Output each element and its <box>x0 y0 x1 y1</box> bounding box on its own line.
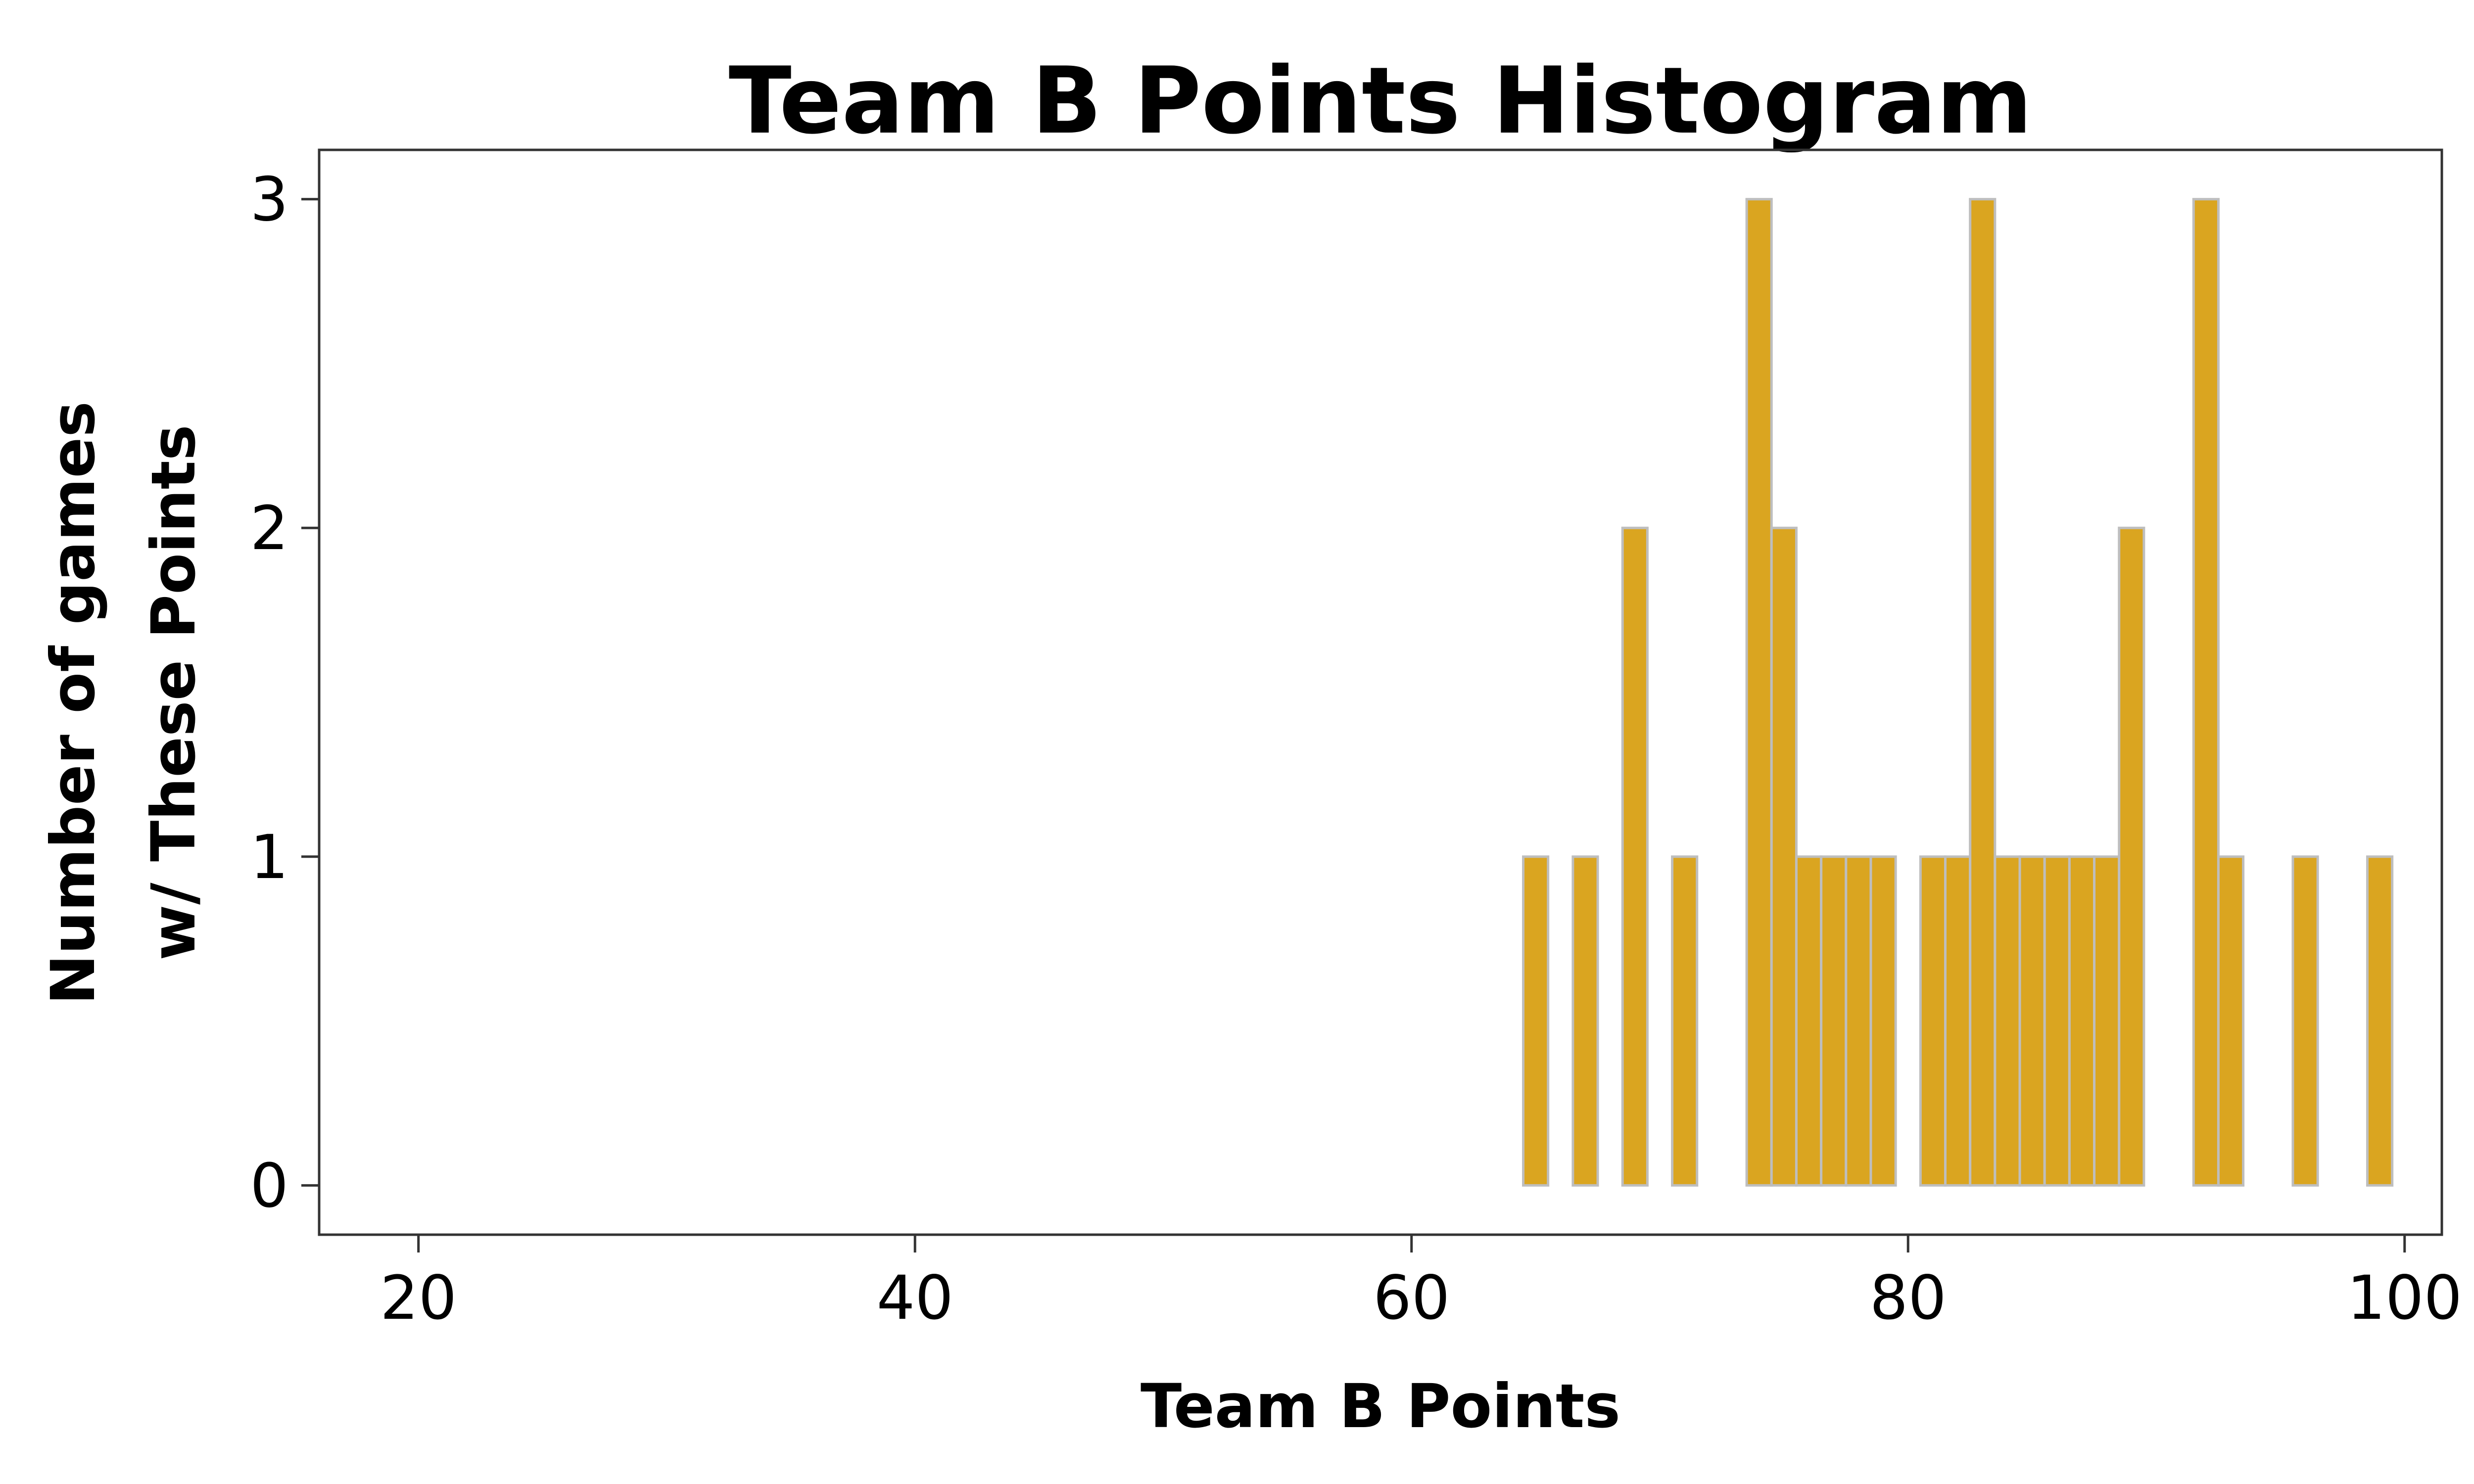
y-tick-label: 2 <box>250 493 288 563</box>
plot-panel <box>318 148 2443 1236</box>
histogram-bar <box>2291 855 2319 1187</box>
histogram-bar <box>2217 855 2245 1187</box>
histogram-bar <box>1869 855 1897 1187</box>
x-tick-label: 100 <box>2347 1263 2462 1333</box>
x-tick-label: 20 <box>380 1263 457 1333</box>
histogram-bar <box>2018 855 2046 1187</box>
x-tick-label: 80 <box>1870 1263 1947 1333</box>
histogram-bar <box>1745 198 1773 1187</box>
histogram-bar <box>2192 198 2220 1187</box>
histogram-bar <box>1969 198 1997 1187</box>
y-axis-title: Number of games w/ These Points <box>38 380 209 1005</box>
histogram-bar <box>1571 855 1599 1187</box>
x-tick-label: 60 <box>1373 1263 1450 1333</box>
y-tick-label: 3 <box>250 165 288 235</box>
x-axis-title: Team B Points <box>1141 1371 1620 1441</box>
x-axis: 20 40 60 80 100 <box>380 1235 2462 1333</box>
histogram-bar <box>1770 526 1798 1187</box>
histogram-bar <box>2068 855 2096 1187</box>
histogram-bar <box>1944 855 1972 1187</box>
x-tick-label: 40 <box>877 1263 953 1333</box>
histogram-bar <box>2366 855 2394 1187</box>
histogram-bar <box>2043 855 2071 1187</box>
y-axis-title-line-2: w/ These Points <box>139 424 209 960</box>
y-tick-label: 0 <box>250 1151 288 1221</box>
histogram-bar <box>1994 855 2021 1187</box>
histogram-bar <box>1820 855 1848 1187</box>
y-tick-label: 1 <box>250 822 288 892</box>
histogram-bar <box>1795 855 1823 1187</box>
bars-layer <box>1522 198 2394 1187</box>
histogram-bar <box>1845 855 1872 1187</box>
y-axis-title-line-1: Number of games <box>38 401 108 1005</box>
chart-title: Team B Points Histogram <box>729 47 2033 154</box>
histogram-bar <box>1919 855 1947 1187</box>
histogram-bar <box>1522 855 1550 1187</box>
histogram-bar <box>1621 526 1649 1187</box>
histogram-bar <box>1671 855 1699 1187</box>
y-axis: 0 1 2 3 <box>250 165 319 1221</box>
histogram-bar <box>2093 855 2121 1187</box>
histogram-bar <box>2118 526 2145 1187</box>
